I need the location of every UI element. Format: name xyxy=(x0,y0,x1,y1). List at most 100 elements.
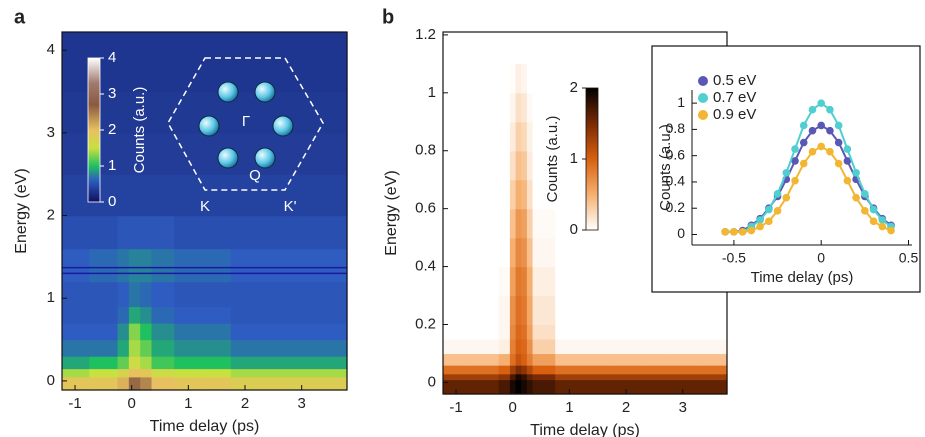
heatmap-cell xyxy=(288,32,317,92)
heatmap-cell xyxy=(129,216,141,250)
heatmap-cell xyxy=(174,282,203,307)
data-point xyxy=(730,228,738,236)
heatmap-cell xyxy=(527,339,533,354)
heatmap-cell xyxy=(470,209,499,239)
panel-label: a xyxy=(14,6,26,28)
heatmap-cell xyxy=(521,324,527,339)
heatmap-cell xyxy=(510,324,516,339)
heatmap-cell xyxy=(443,180,471,210)
heatmap-cell xyxy=(231,340,260,357)
data-point xyxy=(817,122,825,130)
heatmap-cell xyxy=(669,324,698,339)
heatmap-cell xyxy=(62,377,90,391)
y-tick-label: 1 xyxy=(677,94,685,110)
heatmap-cell xyxy=(527,180,533,210)
heatmap-cell xyxy=(612,353,641,365)
data-point xyxy=(887,227,895,235)
heatmap-cell xyxy=(510,209,516,239)
heatmap-cell xyxy=(521,122,527,152)
colorbar-tick-label: 0 xyxy=(570,221,578,238)
heatmap-cell xyxy=(152,306,175,323)
heatmap-cell xyxy=(118,174,130,216)
heatmap-cell xyxy=(140,174,152,216)
heatmap-cell xyxy=(129,323,141,340)
heatmap-cell xyxy=(443,380,471,395)
heatmap-cell xyxy=(669,374,698,380)
data-point xyxy=(835,160,843,168)
heatmap-cell xyxy=(640,324,669,339)
heatmap-cell xyxy=(203,356,232,369)
heatmap-cell xyxy=(521,151,527,181)
heatmap-cell xyxy=(612,374,641,380)
x-tick-label: 1 xyxy=(565,399,573,416)
heatmap-cell xyxy=(443,151,471,181)
heatmap-cell xyxy=(516,93,522,123)
colorbar-tick-label: 1 xyxy=(570,150,578,167)
heatmap-cell xyxy=(527,151,533,181)
heatmap-cell xyxy=(470,238,499,268)
heatmap-cell xyxy=(443,339,471,354)
heatmap-cell xyxy=(89,369,118,378)
heatmap-cell xyxy=(527,374,533,380)
heatmap-cell xyxy=(129,249,141,283)
data-point xyxy=(721,228,729,236)
heatmap-cell xyxy=(443,374,471,380)
heatmap-cell xyxy=(174,174,203,216)
heatmap-cell xyxy=(527,238,533,268)
heatmap-cell xyxy=(118,92,130,134)
heatmap-cell xyxy=(527,324,533,339)
heatmap-cell xyxy=(118,32,130,92)
y-tick-label: 4 xyxy=(47,41,55,58)
annotation: Γ xyxy=(242,113,250,130)
heatmap-cell xyxy=(140,323,152,340)
heatmap-cell xyxy=(118,340,130,357)
heatmap-cell xyxy=(516,122,522,152)
heatmap-cell xyxy=(499,209,511,239)
heatmap-cell xyxy=(470,122,499,152)
heatmap-cell xyxy=(259,249,288,283)
heatmap-cell xyxy=(527,122,533,152)
heatmap-cell xyxy=(316,174,348,216)
heatmap-cell xyxy=(89,282,118,307)
data-point xyxy=(774,207,782,215)
heatmap-cell xyxy=(527,267,533,297)
heatmap-cell xyxy=(521,353,527,365)
legend-label: 0.7 eV xyxy=(713,89,756,106)
heatmap-cell xyxy=(697,380,728,395)
heatmap-cell xyxy=(521,296,527,326)
heatmap-cell xyxy=(510,151,516,181)
heatmap-cell xyxy=(612,122,641,152)
x-tick-label: 0 xyxy=(817,250,825,266)
heatmap-cell xyxy=(203,340,232,357)
heatmap-cell xyxy=(697,339,728,354)
heatmap-cell xyxy=(516,365,522,374)
annotation: K xyxy=(200,198,210,215)
heatmap-cell xyxy=(555,365,584,374)
heatmap-cell xyxy=(89,377,118,391)
heatmap-cell xyxy=(527,353,533,365)
data-point xyxy=(861,190,869,198)
heatmap-cell xyxy=(259,216,288,250)
heatmap-cell xyxy=(521,238,527,268)
data-point xyxy=(756,216,764,224)
heatmap-cell xyxy=(316,216,348,250)
heatmap-cell xyxy=(152,32,175,92)
heatmap-cell xyxy=(89,216,118,250)
heatmap-cell xyxy=(62,133,90,175)
heatmap-cell xyxy=(533,64,556,94)
heatmap-cell xyxy=(443,296,471,326)
heatmap-cell xyxy=(516,209,522,239)
y-tick-label: 3 xyxy=(47,124,55,141)
heatmap-cell xyxy=(584,296,613,326)
valley-sphere xyxy=(218,82,238,102)
heatmap-cell xyxy=(118,323,130,340)
x-tick-label: 0.5 xyxy=(899,250,919,266)
heatmap-cell xyxy=(612,339,641,354)
heatmap-cell xyxy=(470,64,499,94)
y-tick-label: 0.6 xyxy=(415,200,436,217)
heatmap-cell xyxy=(443,267,471,297)
heatmap-cell xyxy=(584,374,613,380)
data-point xyxy=(782,194,790,202)
heatmap-cell xyxy=(288,356,317,369)
heatmap-cell xyxy=(669,365,698,374)
